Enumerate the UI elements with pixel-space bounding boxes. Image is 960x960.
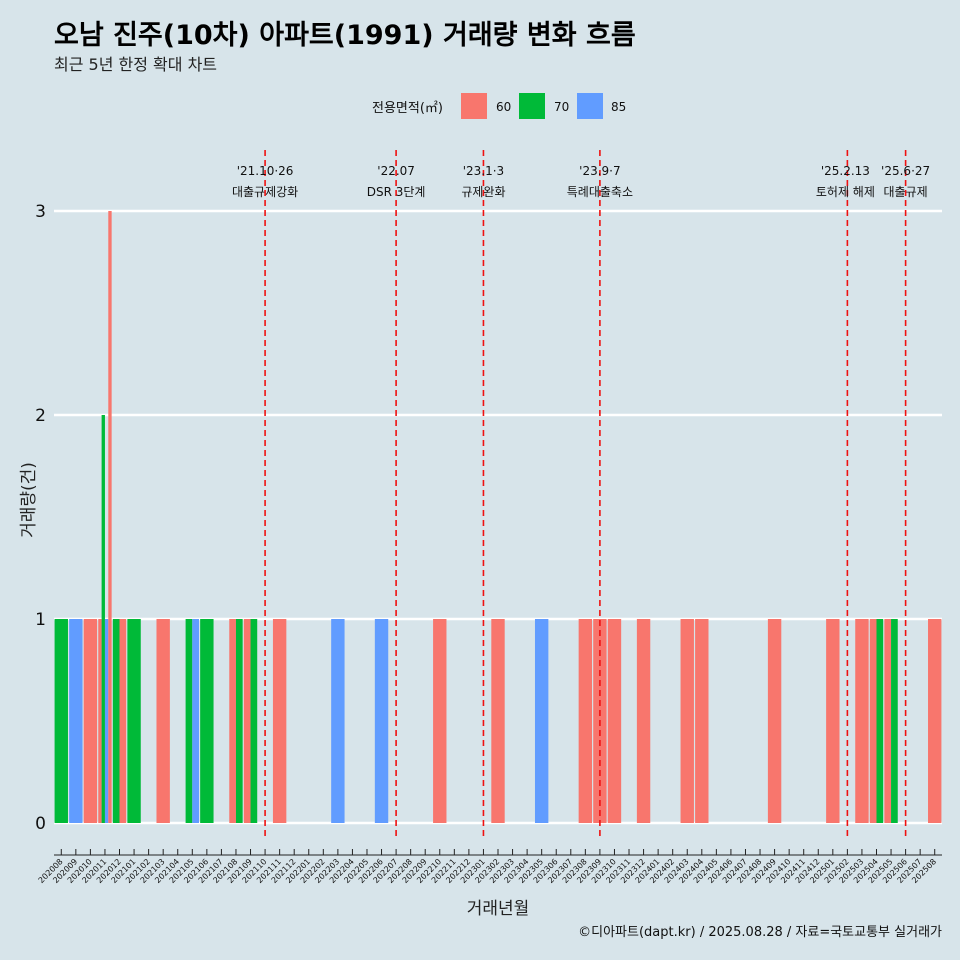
event-lines: '21.10·26 대출규제강화 '22.07 DSR 3단계 '23.1·3 규제완화 '… <box>232 150 930 840</box>
bar-202403-60-0 <box>680 619 694 823</box>
legend-title: 전용면적(㎡) <box>372 101 443 116</box>
bar-202011-60-0 <box>98 619 102 823</box>
bar-202206-85-0 <box>374 619 389 823</box>
event-label-4: 토허제 해제 <box>816 185 875 199</box>
y-tick-label-2: 2 <box>35 406 46 426</box>
bar-202011-85-2 <box>104 619 109 823</box>
chart-title: 오남 진주(10차) 아파트(1991) 거래량 변화 흐름 <box>54 20 636 51</box>
bar-202109-60-0 <box>243 619 251 823</box>
legend-swatch-85 <box>577 93 603 119</box>
bar-202008-70-0 <box>54 619 68 823</box>
bar-202012-70-0 <box>112 619 120 823</box>
bar-202409-60-0 <box>767 619 782 823</box>
legend-label-60: 60 <box>496 100 511 114</box>
y-tick-label-1: 1 <box>35 610 46 630</box>
legend-swatch-60 <box>461 93 487 119</box>
bar-202010-60-0 <box>83 619 98 823</box>
bar-202009-85-0 <box>69 619 83 823</box>
chart-subtitle: 최근 5년 한정 확대 차트 <box>54 55 217 74</box>
bar-202505-60-0 <box>884 619 892 823</box>
event-date-2: '23.1·3 <box>463 164 504 178</box>
bar-202109-70-1 <box>250 619 258 823</box>
bar-202210-60-0 <box>433 619 447 823</box>
event-label-2: 규제완화 <box>461 185 505 199</box>
x-axis: 2020082020092020102020112020122021012021… <box>37 849 942 885</box>
bar-202108-70-1 <box>235 619 243 823</box>
bar-202508-60-0 <box>928 619 942 823</box>
event-date-4: '25.2.13 <box>821 164 870 178</box>
credit-text: ©디아파트(dapt.kr) / 2025.08.28 / 자료=국토교통부 실… <box>578 925 942 940</box>
x-axis-label: 거래년월 <box>467 899 530 919</box>
event-label-0: 대출규제강화 <box>232 185 298 199</box>
bar-202108-60-0 <box>229 619 236 823</box>
bars <box>54 211 942 823</box>
bar-202111-60-0 <box>272 619 287 823</box>
legend-label-70: 70 <box>554 100 569 114</box>
bar-202310-60-0 <box>607 619 622 823</box>
bar-202105-85-1 <box>192 619 199 823</box>
bar-202504-60-0 <box>869 619 877 823</box>
bar-202302-60-0 <box>491 619 505 823</box>
bar-202103-60-0 <box>156 619 170 823</box>
event-date-5: '25.6·27 <box>881 164 930 178</box>
bar-202101-70-0 <box>127 619 141 823</box>
bar-202012-60-1 <box>119 619 127 823</box>
bar-202011-60-3 <box>108 211 112 823</box>
bar-202011-70-1 <box>101 415 105 823</box>
bar-202203-85-0 <box>331 619 345 823</box>
event-date-0: '21.10·26 <box>237 164 294 178</box>
legend-swatch-70 <box>519 93 545 119</box>
event-label-5: 대출규제 <box>884 185 928 199</box>
bar-202105-70-0 <box>185 619 193 823</box>
bar-202404-60-0 <box>695 619 709 823</box>
bar-202504-70-1 <box>876 619 884 823</box>
bar-202308-60-0 <box>578 619 593 823</box>
event-date-3: '23.9·7 <box>579 164 620 178</box>
bar-202501-60-0 <box>826 619 840 823</box>
bar-202503-60-0 <box>855 619 869 823</box>
y-axis-ticks: 0 1 2 3 <box>35 202 46 834</box>
legend: 전용면적(㎡) 60 70 85 <box>372 93 626 119</box>
bar-202305-85-0 <box>534 619 549 823</box>
event-label-1: DSR 3단계 <box>367 185 426 199</box>
legend-label-85: 85 <box>611 100 626 114</box>
event-label-3: 특례대출축소 <box>567 185 633 199</box>
y-tick-label-3: 3 <box>35 202 46 222</box>
event-date-1: '22.07 <box>377 164 415 178</box>
bar-202505-70-1 <box>891 619 898 823</box>
y-tick-label-0: 0 <box>35 814 46 834</box>
bar-202106-70-0 <box>200 619 214 823</box>
bar-202312-60-0 <box>636 619 651 823</box>
y-axis-label: 거래량(건) <box>19 462 39 538</box>
